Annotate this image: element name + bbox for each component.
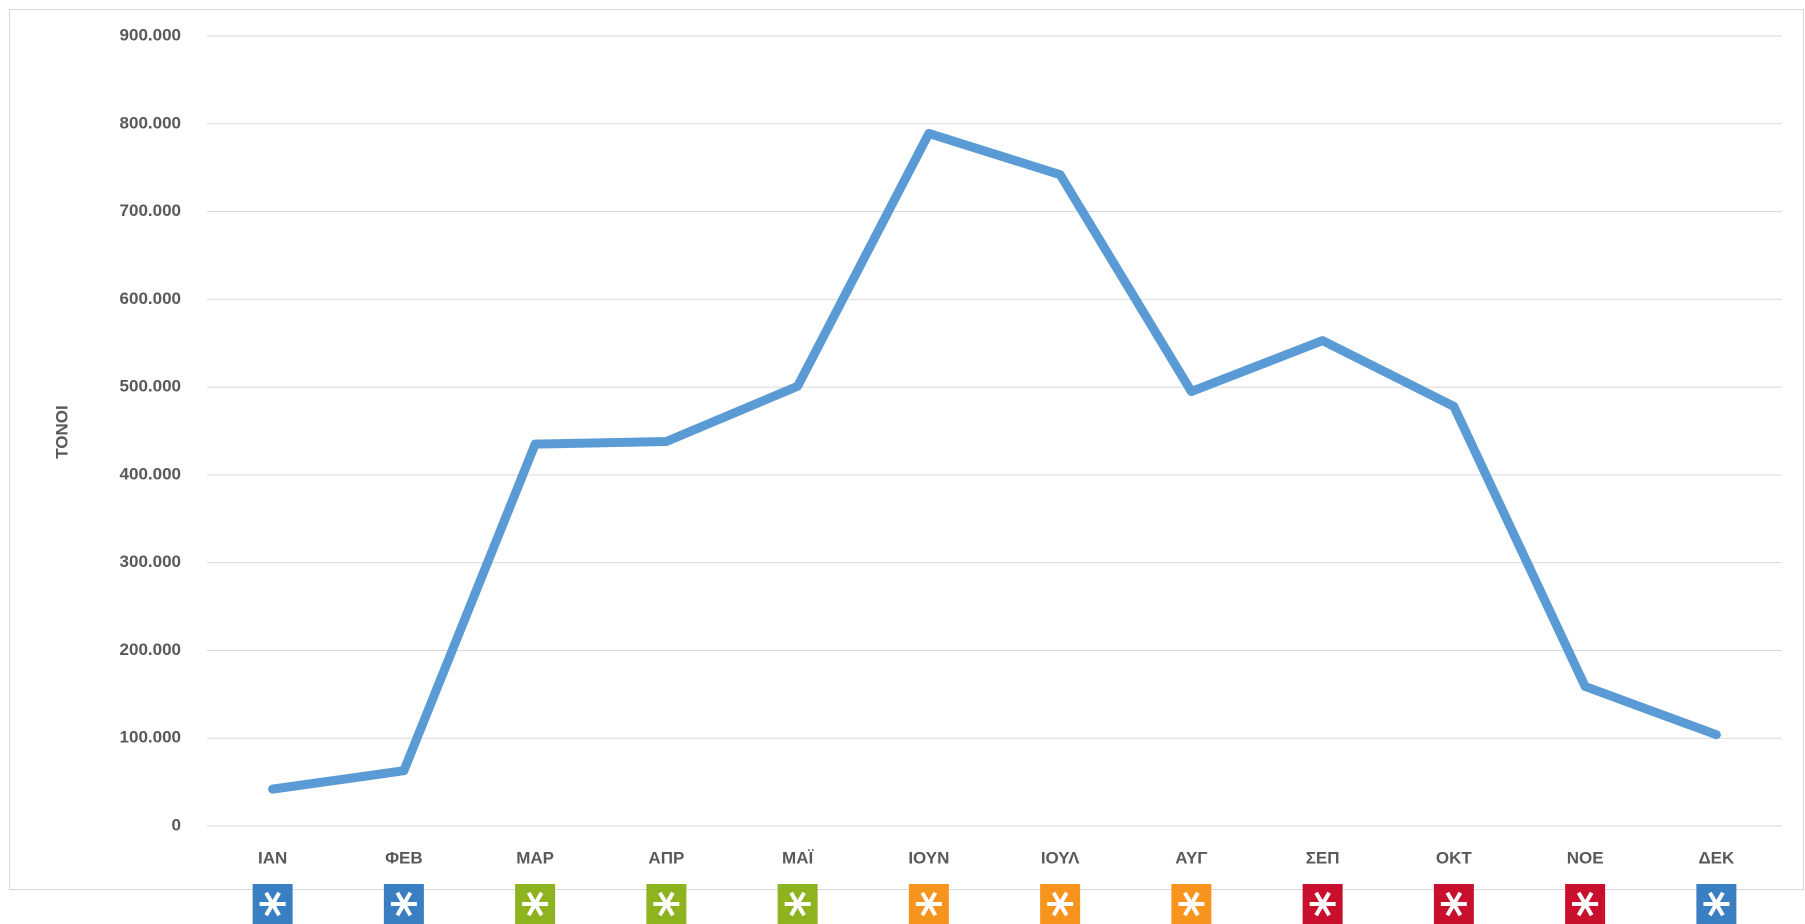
season-icon [383, 884, 424, 924]
y-tick-label: 500.000 [120, 377, 181, 396]
icon-glyph [1183, 891, 1200, 917]
chart-frame [9, 9, 1804, 890]
season-icon [908, 884, 949, 924]
icon-glyph [395, 891, 413, 917]
x-tick-label: ΔΕΚ [1698, 848, 1735, 867]
season-icon [1302, 884, 1343, 924]
y-axis-title: ΤΟΝΟΙ [52, 405, 71, 459]
icon-glyph [1708, 891, 1725, 917]
x-tick-label: ΑΠΡ [648, 848, 684, 867]
icon-glyph [526, 891, 544, 917]
y-tick-label: 400.000 [120, 464, 181, 483]
x-tick-label: ΦΕΒ [385, 848, 423, 867]
y-tick-label: 600.000 [120, 289, 181, 308]
series-line [268, 128, 1721, 794]
x-tick-label: ΙΟΥΛ [1041, 848, 1080, 867]
y-tick-label: 900.000 [120, 25, 181, 44]
icon-glyph [1051, 891, 1069, 917]
season-icon [1433, 884, 1474, 924]
y-tick-label: 0 [172, 815, 181, 834]
season-icon [646, 884, 687, 924]
season-icon [1040, 884, 1081, 924]
x-tick-label: ΝΟΕ [1567, 848, 1604, 867]
icon-glyph [789, 891, 806, 917]
icon-glyph [1314, 891, 1331, 917]
x-tick-label: ΜΑΪ [782, 848, 814, 867]
y-tick-label: 300.000 [120, 552, 181, 571]
season-icon [515, 884, 556, 924]
season-icon [1171, 884, 1212, 924]
season-icon [1696, 884, 1737, 924]
y-tick-label: 100.000 [120, 728, 181, 747]
season-icon [1565, 884, 1606, 924]
x-tick-label: ΙΑΝ [258, 848, 287, 867]
x-tick-label: ΣΕΠ [1306, 848, 1340, 867]
season-icon [252, 884, 293, 924]
y-tick-label: 700.000 [120, 201, 181, 220]
y-tick-label: 800.000 [120, 113, 181, 132]
x-tick-label: ΑΥΓ [1175, 848, 1207, 867]
icon-glyph [658, 891, 675, 917]
icon-glyph [1445, 891, 1463, 917]
x-tick-label: ΜΑΡ [516, 848, 554, 867]
x-tick-label: ΙΟΥΝ [908, 848, 949, 867]
y-tick-label: 200.000 [120, 640, 181, 659]
x-tick-label: ΟΚΤ [1436, 848, 1473, 867]
season-icon [777, 884, 818, 924]
icon-glyph [264, 891, 281, 917]
icon-glyph [920, 891, 938, 917]
icon-glyph [1576, 891, 1594, 917]
